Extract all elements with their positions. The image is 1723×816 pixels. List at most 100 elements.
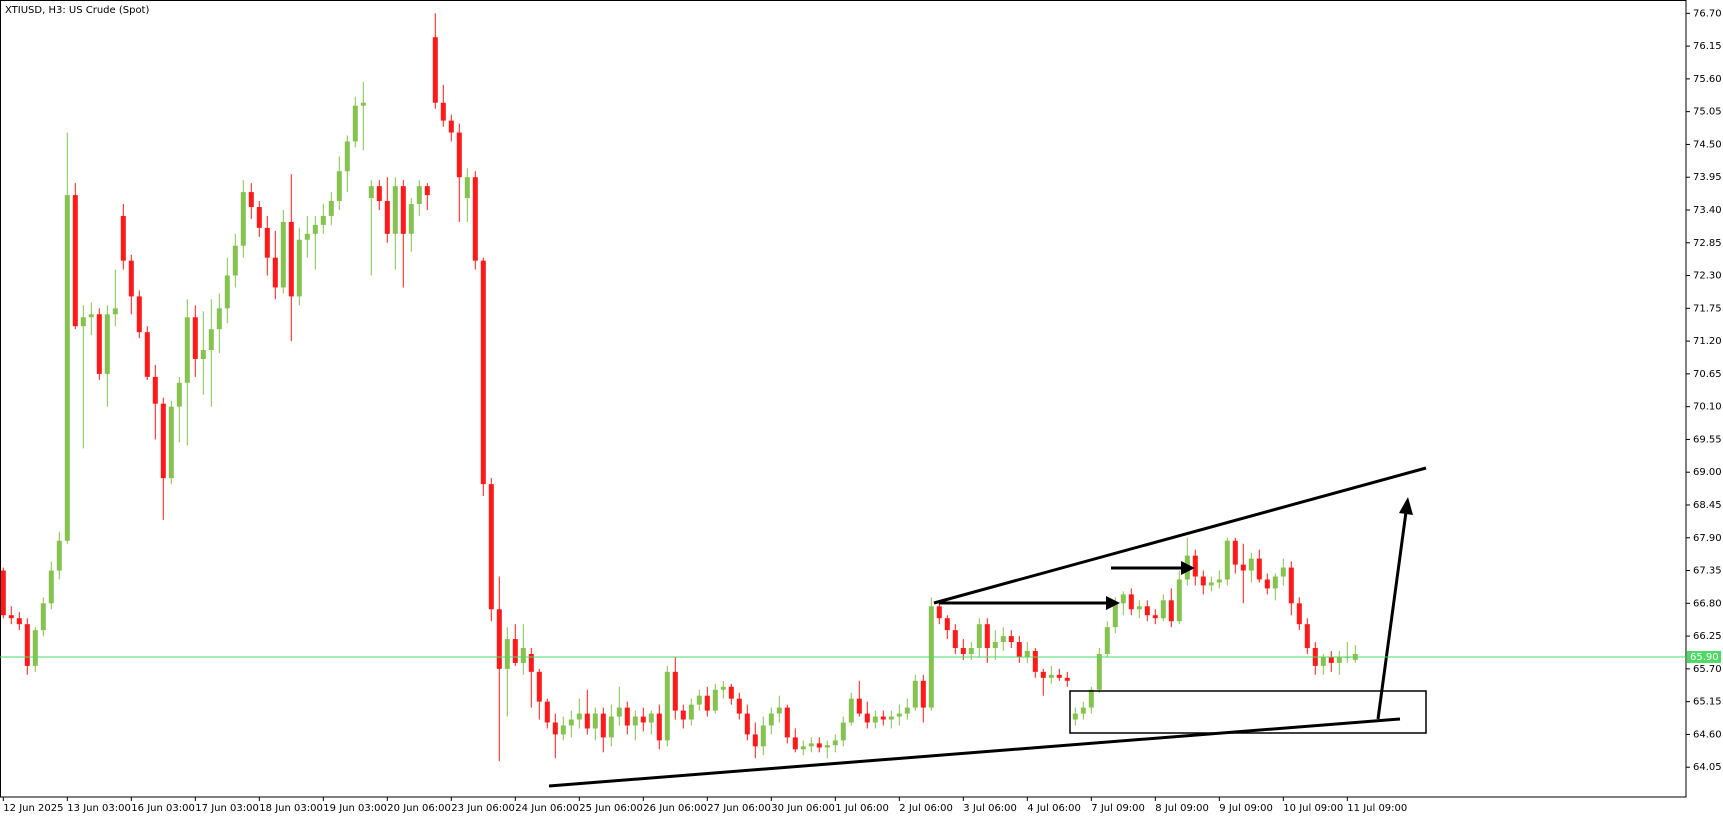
arrow: [1376, 511, 1408, 720]
candle-body: [768, 713, 774, 726]
candle-body: [344, 141, 350, 172]
candle-body: [1264, 579, 1270, 589]
candle-body: [1240, 564, 1246, 571]
candle-body: [1032, 650, 1038, 672]
candle-body: [648, 713, 654, 723]
candle-body: [16, 618, 22, 625]
x-tick-label: 26 Jun 06:00: [643, 803, 707, 814]
candle-body: [944, 618, 950, 631]
x-tick-label: 11 Jul 09:00: [1347, 803, 1407, 814]
candle-body: [40, 603, 46, 631]
candle-body: [984, 624, 990, 649]
candle-body: [552, 722, 558, 735]
candle-body: [56, 540, 62, 571]
x-tick-label: 20 Jun 06:00: [387, 803, 451, 814]
candle-body: [856, 698, 862, 714]
candle-body: [1152, 615, 1158, 619]
candle-body: [720, 686, 726, 690]
candle-body: [1232, 540, 1238, 565]
candle-body: [840, 722, 846, 741]
candle-body: [592, 713, 598, 729]
candle-body: [296, 239, 302, 297]
y-tick-label: 67.90: [1693, 533, 1722, 544]
y-tick-label: 74.50: [1693, 139, 1722, 150]
candle-body: [888, 716, 894, 720]
candle-body: [288, 221, 294, 297]
candles: [0, 13, 1358, 762]
candle-body: [1088, 689, 1094, 708]
candle-body: [728, 686, 734, 699]
candle-body: [448, 120, 454, 133]
x-tick-label: 2 Jul 06:00: [899, 803, 953, 814]
candle-body: [640, 716, 646, 723]
x-tick-label: 13 Jun 03:00: [67, 803, 131, 814]
candle-body: [1320, 656, 1326, 666]
candle-body: [200, 350, 206, 359]
candle-body: [784, 707, 790, 738]
candle-body: [576, 713, 582, 720]
candle-body: [400, 186, 406, 234]
candle-body: [1144, 606, 1150, 616]
y-tick-label: 67.35: [1693, 566, 1722, 577]
candle-body: [256, 207, 262, 228]
x-tick-label: 10 Jul 09:00: [1283, 803, 1343, 814]
candle-body: [24, 624, 30, 666]
candle-body: [408, 204, 414, 234]
candle-body: [1288, 567, 1294, 604]
candle-body: [160, 403, 166, 479]
candle-body: [112, 308, 118, 315]
candle-body: [488, 484, 494, 610]
x-tick-label: 9 Jul 09:00: [1219, 803, 1273, 814]
candle-body: [544, 701, 550, 723]
candle-body: [1216, 579, 1222, 583]
candle-body: [712, 689, 718, 711]
candle-body: [240, 192, 246, 246]
candle-body: [32, 630, 38, 666]
candle-body: [320, 215, 326, 225]
last-price-label: 65.90: [1690, 652, 1719, 663]
candle-body: [472, 177, 478, 261]
candle-body: [736, 698, 742, 714]
candle-body: [1248, 558, 1254, 571]
candle-body: [520, 648, 526, 663]
candle-body: [232, 245, 238, 276]
y-tick-label: 72.85: [1693, 238, 1722, 249]
candle-body: [136, 296, 142, 333]
candle-body: [72, 195, 78, 327]
chart-title: XTIUSD, H3: US Crude (Spot): [5, 5, 149, 16]
y-tick-label: 75.60: [1693, 74, 1722, 85]
candle-body: [880, 716, 886, 720]
candle-body: [328, 201, 334, 216]
candle-body: [696, 695, 702, 705]
y-tick-label: 69.55: [1693, 434, 1722, 445]
candle-body: [0, 570, 6, 616]
candle-body: [608, 716, 614, 738]
candle-body: [352, 105, 358, 142]
candle-body: [832, 740, 838, 746]
candle-body: [528, 653, 534, 672]
arrow-head: [1106, 596, 1120, 610]
candle-body: [280, 221, 286, 288]
candle-body: [1080, 707, 1086, 714]
candle-body: [584, 713, 590, 729]
candle-body: [264, 227, 270, 258]
x-tick-label: 12 Jun 2025: [3, 803, 63, 814]
candle-body: [1280, 567, 1286, 577]
candle-body: [504, 639, 510, 669]
candle-body: [632, 716, 638, 726]
candle-body: [1200, 576, 1206, 586]
candle-body: [272, 257, 278, 288]
x-tick-label: 23 Jun 06:00: [451, 803, 515, 814]
y-tick-label: 64.05: [1693, 762, 1722, 773]
x-tick-label: 19 Jun 03:00: [323, 803, 387, 814]
candle-body: [536, 671, 542, 702]
y-tick-label: 65.15: [1693, 697, 1722, 708]
candle-body: [184, 317, 190, 383]
candle-body: [904, 707, 910, 714]
candle-body: [248, 192, 254, 208]
y-tick-label: 65.70: [1693, 664, 1722, 675]
candle-body: [664, 671, 670, 741]
x-tick-label: 25 Jun 06:00: [579, 803, 643, 814]
candle-body: [80, 317, 86, 327]
